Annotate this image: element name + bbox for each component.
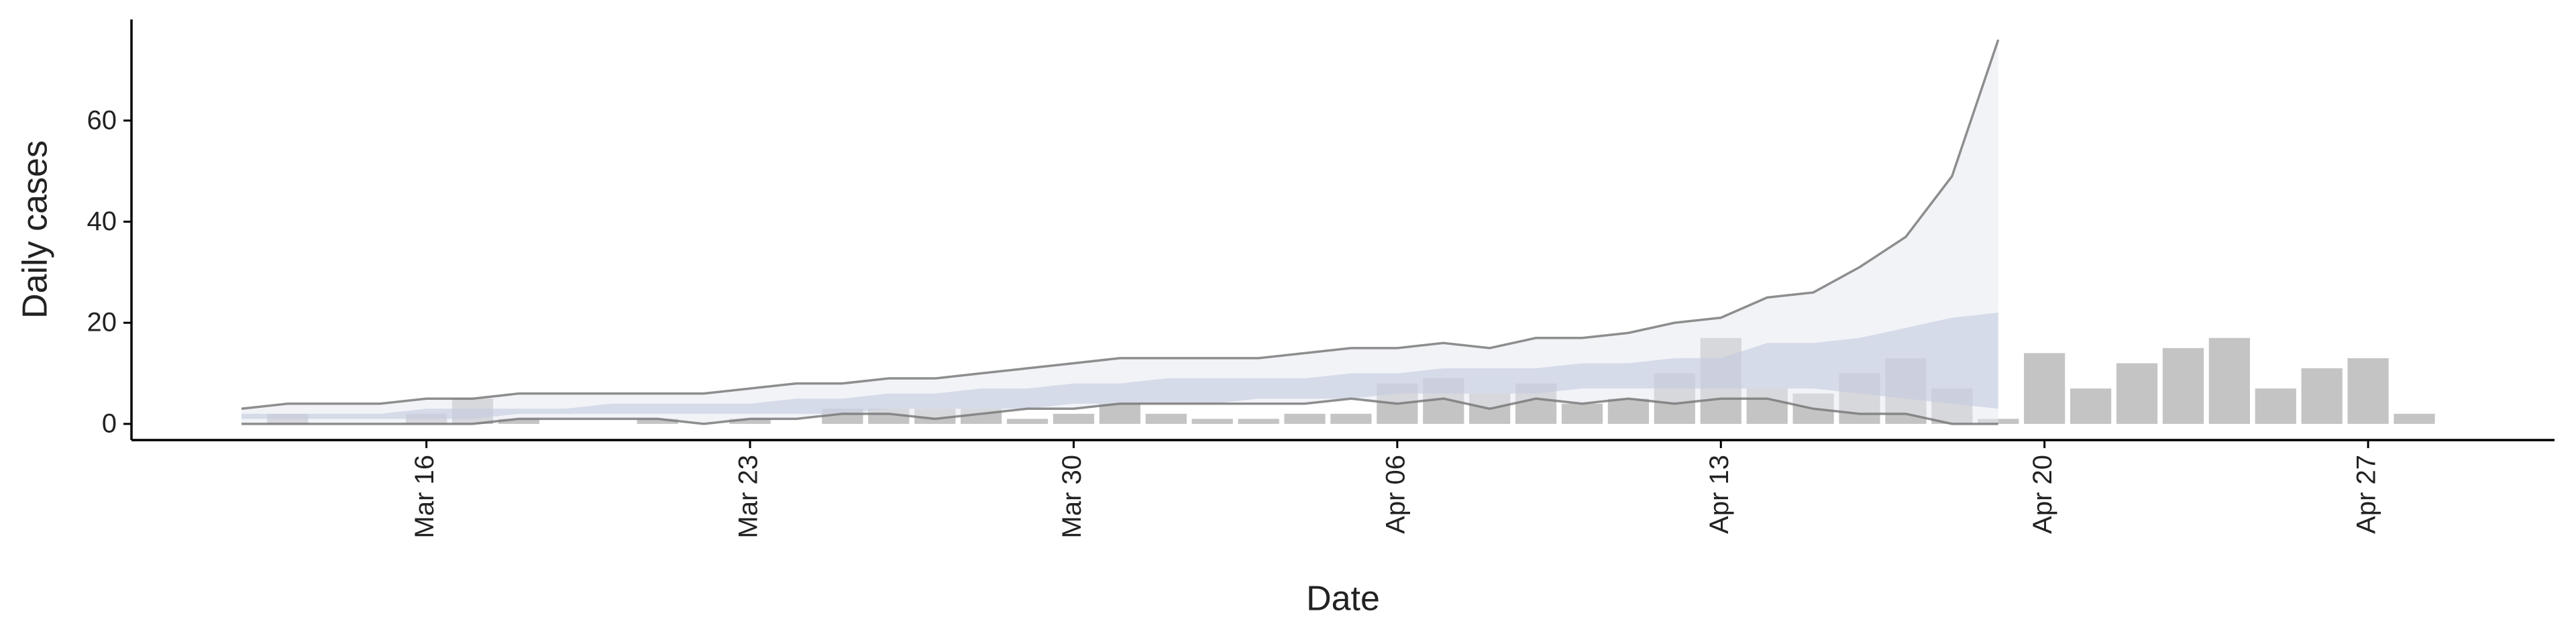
x-tick-label: Mar 30 <box>1057 455 1087 539</box>
bar <box>1145 413 1187 424</box>
bar <box>2394 413 2435 424</box>
bar <box>1191 419 1233 424</box>
y-tick-label: 0 <box>102 409 117 438</box>
bar <box>1607 398 1650 424</box>
y-tick-label: 20 <box>87 308 117 337</box>
bar <box>2024 353 2065 424</box>
bar <box>1053 413 1095 424</box>
bar <box>1330 413 1372 424</box>
ribbon <box>241 313 1998 419</box>
bar <box>2347 358 2389 424</box>
y-tick-label: 60 <box>87 105 117 135</box>
x-tick-label: Apr 06 <box>1381 455 1410 534</box>
x-tick-label: Apr 27 <box>2352 455 2381 534</box>
bar <box>1099 403 1140 424</box>
x-tick-label: Mar 16 <box>410 455 439 539</box>
bound-line <box>241 39 2000 411</box>
y-axis-title: Daily cases <box>16 140 55 319</box>
bar <box>2070 388 2112 424</box>
bar <box>729 419 771 424</box>
bar <box>498 419 540 424</box>
bar <box>2116 363 2158 424</box>
bar <box>2301 368 2343 424</box>
bar <box>2255 388 2296 424</box>
bar <box>1561 403 1603 424</box>
bound-line <box>241 397 1998 425</box>
bar <box>637 419 678 424</box>
bar <box>2208 337 2250 424</box>
bar <box>1978 419 2019 424</box>
x-axis-title: Date <box>1306 580 1380 619</box>
x-tick-label: Apr 13 <box>1705 455 1734 534</box>
bar <box>1006 419 1049 424</box>
bar <box>1284 413 1326 424</box>
bar <box>1238 419 1279 424</box>
x-tick-label: Apr 20 <box>2028 455 2057 534</box>
y-tick-label: 40 <box>87 207 117 236</box>
x-tick-label: Mar 23 <box>734 455 763 539</box>
bar <box>2162 347 2204 424</box>
